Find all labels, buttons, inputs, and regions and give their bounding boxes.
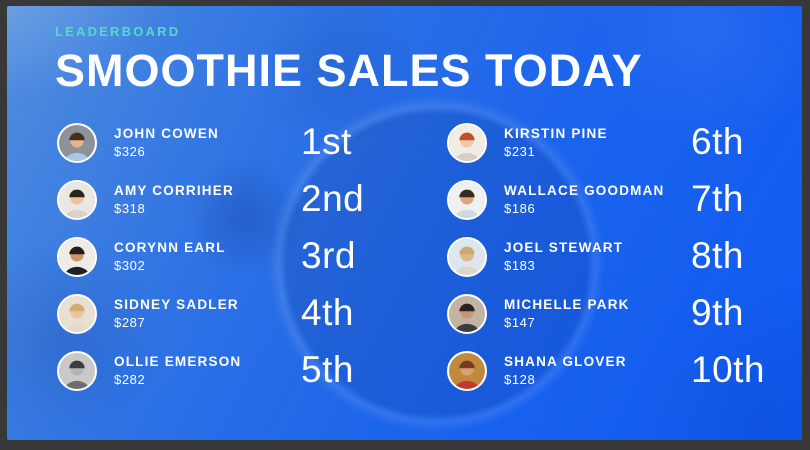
entry-info: JOEL STEWART $183 (504, 240, 623, 273)
avatar (57, 179, 97, 220)
avatar (447, 179, 487, 220)
avatar (57, 236, 97, 277)
avatar (57, 350, 97, 391)
entry-amount: $318 (114, 201, 146, 216)
entry-rank: 10th (691, 348, 766, 390)
entry-name: KIRSTIN PINE (504, 126, 608, 141)
entry-name: WALLACE GOODMAN (504, 183, 665, 198)
entry-rank: 3rd (301, 234, 356, 276)
leaderboard-entry: OLLIE EMERSON $282 5th (57, 342, 447, 399)
leaderboard-column-right: KIRSTIN PINE $231 6th WALLACE GOODMAN $186 7t… (447, 114, 802, 399)
entry-rank: 8th (691, 234, 744, 276)
entry-name: JOEL STEWART (504, 240, 624, 255)
page-title: SMOOTHIE SALES TODAY (55, 45, 643, 96)
entry-info: JOHN COWEN $326 (114, 126, 219, 159)
leaderboard-list: JOHN COWEN $326 1st AMY CORRIHER $318 2nd CORY… (57, 114, 802, 399)
entry-info: SIDNEY SADLER $287 (114, 297, 239, 330)
entry-rank: 1st (301, 120, 352, 162)
leaderboard-entry: AMY CORRIHER $318 2nd (57, 171, 447, 228)
entry-rank: 5th (301, 348, 354, 390)
entry-name: SHANA GLOVER (504, 354, 627, 369)
leaderboard-entry: JOHN COWEN $326 1st (57, 114, 447, 171)
entry-info: WALLACE GOODMAN $186 (504, 183, 665, 216)
leaderboard-column-left: JOHN COWEN $326 1st AMY CORRIHER $318 2nd CORY… (57, 114, 447, 399)
leaderboard-entry: SHANA GLOVER $128 10th (447, 342, 802, 399)
entry-rank: 9th (691, 291, 744, 333)
leaderboard-entry: SIDNEY SADLER $287 4th (57, 285, 447, 342)
leaderboard-entry: MICHELLE PARK $147 9th (447, 285, 802, 342)
leaderboard-entry: CORYNN EARL $302 3rd (57, 228, 447, 285)
entry-amount: $326 (114, 144, 146, 159)
entry-info: CORYNN EARL $302 (114, 240, 226, 273)
avatar (447, 293, 487, 334)
entry-name: AMY CORRIHER (114, 183, 234, 198)
avatar (447, 350, 487, 391)
entry-rank: 6th (691, 120, 744, 162)
entry-amount: $128 (504, 372, 536, 387)
leaderboard-label: LEADERBOARD (55, 24, 181, 39)
entry-amount: $186 (504, 201, 536, 216)
leaderboard-entry: WALLACE GOODMAN $186 7th (447, 171, 802, 228)
entry-amount: $302 (114, 258, 146, 273)
entry-name: SIDNEY SADLER (114, 297, 239, 312)
entry-info: KIRSTIN PINE $231 (504, 126, 608, 159)
entry-name: MICHELLE PARK (504, 297, 630, 312)
entry-rank: 7th (691, 177, 744, 219)
entry-info: OLLIE EMERSON $282 (114, 354, 241, 387)
entry-info: AMY CORRIHER $318 (114, 183, 234, 216)
entry-info: SHANA GLOVER $128 (504, 354, 627, 387)
header: LEADERBOARD SMOOTHIE SALES TODAY (55, 25, 643, 95)
leaderboard-entry: JOEL STEWART $183 8th (447, 228, 802, 285)
leaderboard-entry: KIRSTIN PINE $231 6th (447, 114, 802, 171)
entry-name: OLLIE EMERSON (114, 354, 242, 369)
entry-amount: $287 (114, 315, 146, 330)
entry-amount: $147 (504, 315, 536, 330)
entry-amount: $282 (114, 372, 146, 387)
entry-rank: 4th (301, 291, 354, 333)
entry-info: MICHELLE PARK $147 (504, 297, 630, 330)
entry-name: CORYNN EARL (114, 240, 226, 255)
entry-rank: 2nd (301, 177, 365, 219)
entry-amount: $183 (504, 258, 536, 273)
avatar (447, 236, 487, 277)
entry-amount: $231 (504, 144, 536, 159)
avatar (57, 122, 97, 163)
leaderboard-board: LEADERBOARD SMOOTHIE SALES TODAY JOHN CO… (7, 6, 802, 440)
avatar (447, 122, 487, 163)
avatar (57, 293, 97, 334)
entry-name: JOHN COWEN (114, 126, 220, 141)
